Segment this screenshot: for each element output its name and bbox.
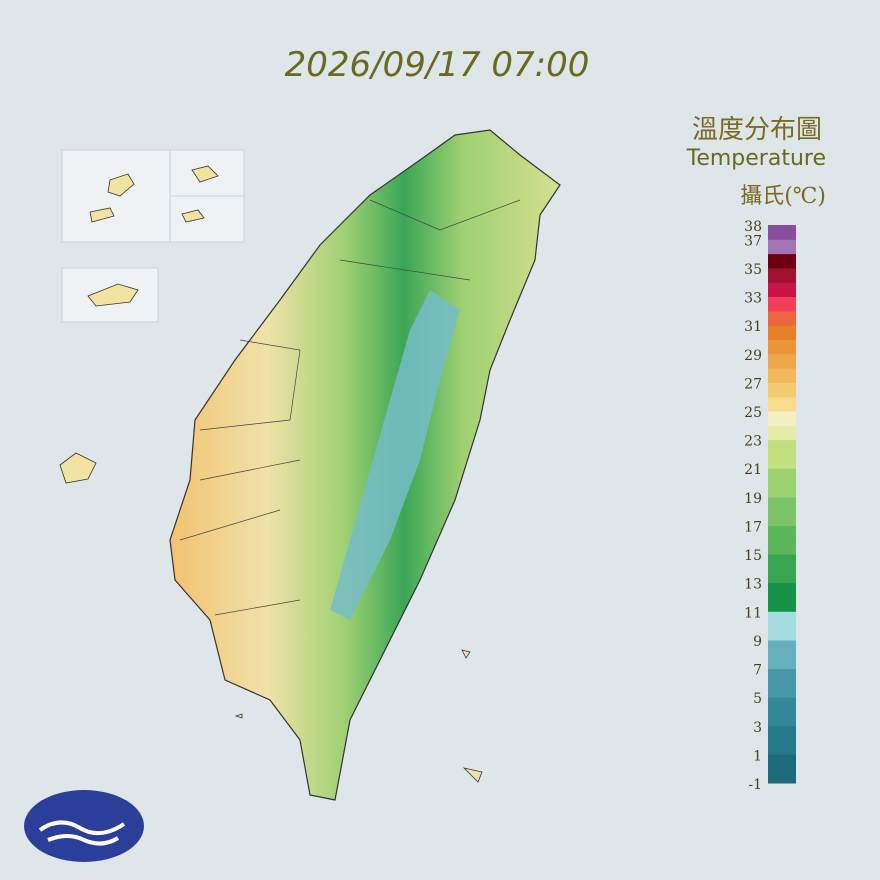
legend-tick-label: 31 bbox=[744, 319, 762, 335]
color-swatch bbox=[768, 425, 796, 441]
legend-tick-label: -1 bbox=[748, 777, 762, 793]
color-swatch bbox=[768, 396, 796, 412]
color-swatch bbox=[768, 368, 796, 383]
color-swatch bbox=[768, 697, 796, 712]
color-swatch bbox=[768, 339, 796, 355]
color-swatch bbox=[768, 740, 796, 755]
legend-tick-label: 23 bbox=[744, 434, 762, 450]
legend-tick-label: 9 bbox=[753, 634, 762, 650]
legend-tick-label: 11 bbox=[744, 605, 762, 621]
legend-unit: 攝氏(℃) bbox=[740, 184, 826, 209]
legend-title: 溫度分布圖 bbox=[692, 115, 822, 145]
legend-tick-label: 3 bbox=[753, 720, 762, 736]
legend-tick-label: 37 bbox=[744, 233, 762, 249]
timestamp: 2026/09/17 07:00 bbox=[285, 45, 590, 85]
color-swatch bbox=[768, 296, 796, 312]
color-swatch bbox=[768, 267, 796, 283]
legend-tick-label: 21 bbox=[744, 462, 762, 478]
legend-tick-label: 25 bbox=[744, 405, 762, 421]
color-swatch bbox=[768, 525, 796, 541]
color-swatch bbox=[768, 511, 796, 526]
legend-tick-label: 38 bbox=[744, 219, 762, 235]
color-swatch bbox=[768, 453, 796, 469]
color-swatch bbox=[768, 382, 796, 398]
color-swatch bbox=[768, 439, 796, 455]
color-swatch bbox=[768, 554, 796, 569]
legend-tick-label: 33 bbox=[744, 291, 762, 307]
color-swatch bbox=[768, 539, 796, 555]
color-swatch bbox=[768, 225, 796, 240]
color-swatch bbox=[768, 568, 796, 584]
legend-tick-label: 19 bbox=[744, 491, 762, 507]
legend-tick-label: 13 bbox=[744, 577, 762, 593]
color-swatch bbox=[768, 482, 796, 498]
color-swatch bbox=[768, 282, 796, 298]
legend-tick-label: 5 bbox=[753, 691, 762, 707]
color-swatch bbox=[768, 754, 796, 770]
color-swatch bbox=[768, 654, 796, 670]
color-swatch bbox=[768, 325, 796, 340]
color-swatch bbox=[768, 239, 796, 255]
legend-tick-label: 15 bbox=[744, 548, 762, 564]
logo bbox=[24, 790, 144, 862]
color-swatch bbox=[768, 253, 796, 269]
legend-subtitle: Temperature bbox=[686, 146, 826, 171]
legend-tick-label: 7 bbox=[753, 663, 762, 679]
legend-tick-label: 1 bbox=[753, 748, 762, 764]
color-swatch bbox=[768, 639, 796, 655]
color-swatch bbox=[768, 582, 796, 598]
color-swatch bbox=[768, 468, 796, 484]
legend-tick-label: 29 bbox=[744, 348, 762, 364]
inset-boxes bbox=[59, 149, 483, 783]
color-swatch bbox=[768, 768, 796, 784]
legend-tick-label: 17 bbox=[744, 519, 762, 535]
color-swatch bbox=[768, 353, 796, 369]
color-swatch bbox=[768, 711, 796, 727]
color-swatch bbox=[768, 668, 796, 684]
taiwan-map bbox=[169, 129, 561, 801]
legend-tick-label: 35 bbox=[744, 262, 762, 278]
color-swatch bbox=[768, 682, 796, 698]
color-swatch bbox=[768, 496, 796, 512]
color-swatch bbox=[768, 725, 796, 741]
color-swatch bbox=[768, 611, 796, 627]
color-swatch bbox=[768, 411, 796, 426]
color-swatch bbox=[768, 310, 796, 326]
legend-tick-label: 27 bbox=[744, 376, 762, 392]
color-swatch bbox=[768, 625, 796, 641]
color-swatch bbox=[768, 597, 796, 612]
